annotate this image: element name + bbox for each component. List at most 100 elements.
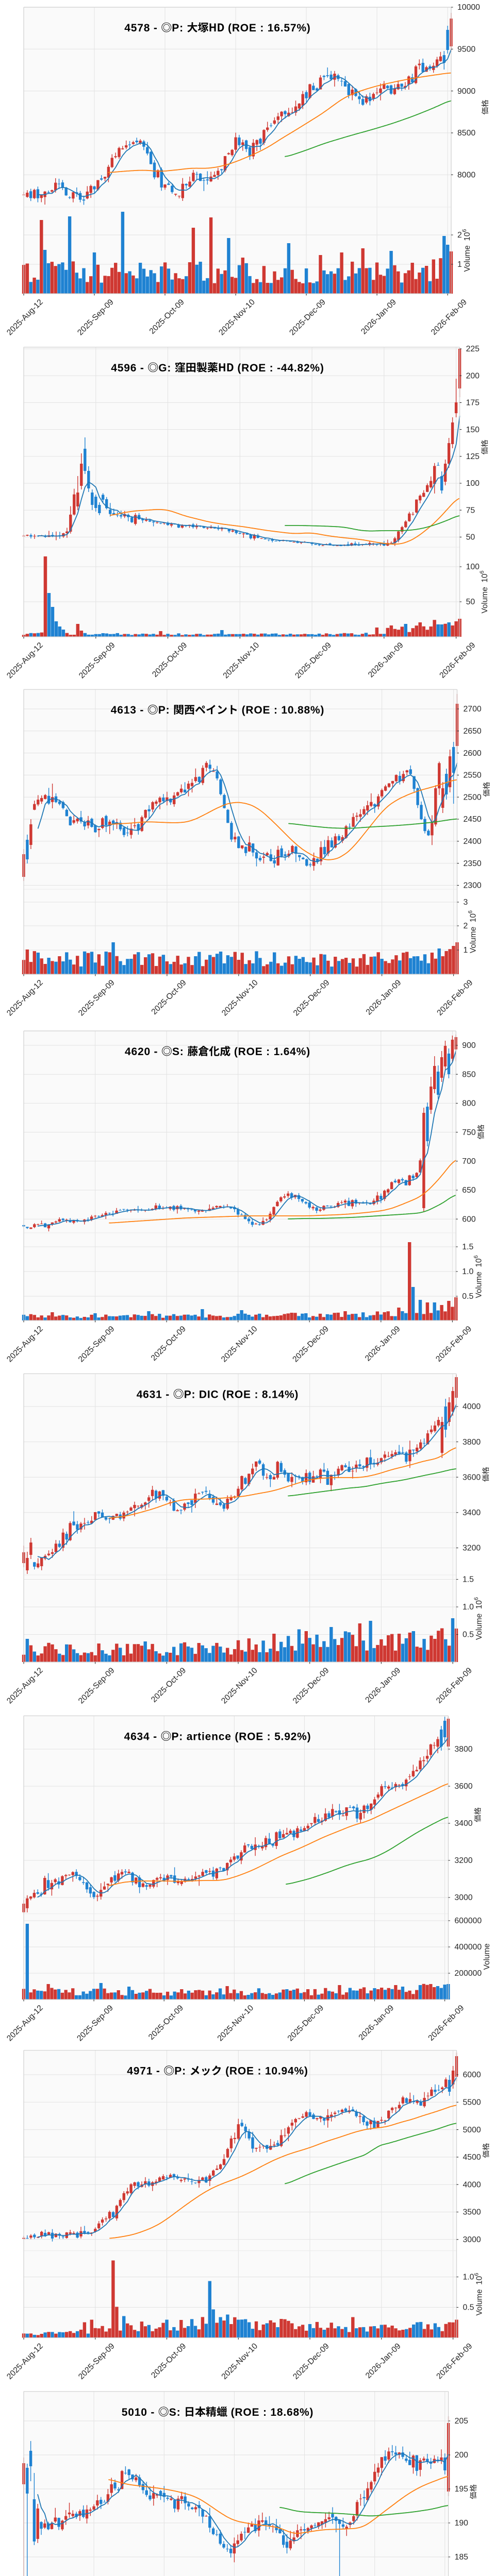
svg-text:3500: 3500 (463, 2208, 481, 2217)
svg-text:0.5: 0.5 (463, 2303, 474, 2312)
svg-text:1: 1 (457, 260, 462, 269)
svg-text:Volume 106: Volume 106 (479, 570, 489, 613)
svg-text:75: 75 (466, 506, 475, 515)
svg-text:G:: G: (158, 362, 175, 374)
svg-text:2026-Jan-09: 2026-Jan-09 (364, 1666, 402, 1705)
svg-text:2026-Feb-09: 2026-Feb-09 (435, 2342, 474, 2381)
svg-text:2026-Jan-09: 2026-Jan-09 (364, 2342, 403, 2380)
svg-text:2025-Nov-10: 2025-Nov-10 (222, 641, 261, 681)
svg-text:800: 800 (462, 1099, 476, 1108)
svg-text:650: 650 (462, 1186, 476, 1195)
svg-text:185: 185 (455, 2553, 469, 2562)
svg-text:2025-Sep-09: 2025-Sep-09 (75, 2004, 115, 2043)
svg-text:8500: 8500 (457, 129, 475, 138)
svg-text:2600: 2600 (464, 749, 482, 758)
svg-text:2: 2 (464, 922, 468, 930)
svg-text:2025-Dec-09: 2025-Dec-09 (291, 2342, 331, 2381)
svg-text:Volume 106: Volume 106 (474, 2273, 484, 2316)
svg-text:4578 -: 4578 - (124, 22, 161, 34)
svg-text:2025-Nov-10: 2025-Nov-10 (217, 298, 257, 337)
svg-text:2025-Nov-10: 2025-Nov-10 (220, 978, 260, 1018)
svg-text:P: artience (ROE : 5.92%): P: artience (ROE : 5.92%) (172, 1731, 311, 1742)
svg-text:3200: 3200 (463, 1544, 481, 1553)
svg-text:S:: S: (169, 2406, 184, 2418)
svg-text:600: 600 (462, 1215, 476, 1224)
svg-text:2025-Sep-09: 2025-Sep-09 (77, 978, 117, 1018)
svg-text:1.0: 1.0 (462, 1267, 473, 1276)
svg-text:2025-Dec-09: 2025-Dec-09 (291, 1666, 331, 1706)
svg-text:2025-Oct-09: 2025-Oct-09 (147, 2004, 185, 2042)
svg-text:2026-Feb-09: 2026-Feb-09 (430, 298, 469, 337)
svg-text:125: 125 (466, 452, 480, 461)
svg-text:2025-Aug-12: 2025-Aug-12 (5, 978, 45, 1018)
svg-text:100: 100 (466, 479, 480, 488)
svg-text:195: 195 (455, 2485, 469, 2494)
svg-text:2025-Sep-09: 2025-Sep-09 (77, 1325, 117, 1364)
svg-text:2025-Aug-12: 2025-Aug-12 (5, 2342, 45, 2381)
svg-text:3800: 3800 (463, 1438, 481, 1447)
svg-text:3800: 3800 (454, 1745, 472, 1754)
svg-text:9500: 9500 (457, 45, 475, 54)
svg-text:225: 225 (466, 345, 480, 353)
svg-text:(ROE : 16.57%): (ROE : 16.57%) (224, 22, 310, 34)
svg-text:Volume 106: Volume 106 (461, 229, 472, 272)
svg-text:9000: 9000 (457, 87, 475, 96)
svg-text:200: 200 (466, 371, 480, 380)
svg-text:2025-Sep-09: 2025-Sep-09 (77, 1666, 117, 1706)
svg-text:5500: 5500 (463, 2098, 481, 2107)
svg-text:1.0: 1.0 (463, 2273, 474, 2282)
svg-text:5010 -: 5010 - (122, 2406, 158, 2418)
svg-text:(ROE : 18.68%): (ROE : 18.68%) (227, 2406, 314, 2418)
svg-text:600000: 600000 (454, 1917, 482, 1925)
svg-text:2025-Nov-10: 2025-Nov-10 (220, 1325, 259, 1364)
svg-text:200: 200 (455, 2451, 469, 2460)
svg-text:2026-Feb-09: 2026-Feb-09 (438, 641, 477, 680)
svg-text:Volume 106: Volume 106 (467, 910, 477, 953)
svg-text:4971 -: 4971 - (127, 2065, 163, 2077)
svg-text:2025-Oct-09: 2025-Oct-09 (151, 641, 189, 679)
svg-text:4000: 4000 (463, 2180, 481, 2189)
svg-text:2026-Jan-09: 2026-Jan-09 (359, 298, 398, 336)
svg-text:0.5: 0.5 (462, 1292, 473, 1301)
svg-text:4613 -: 4613 - (111, 704, 147, 716)
svg-text:400000: 400000 (454, 1943, 482, 1952)
svg-text:1: 1 (464, 946, 468, 955)
svg-text:2026-Feb-09: 2026-Feb-09 (434, 1325, 473, 1364)
svg-text:2025-Dec-09: 2025-Dec-09 (293, 641, 333, 681)
svg-text:3400: 3400 (463, 1509, 481, 1517)
svg-text:2025-Nov-10: 2025-Nov-10 (216, 2004, 256, 2043)
svg-text:2025-Aug-12: 2025-Aug-12 (5, 1666, 45, 1706)
svg-text:2026-Feb-09: 2026-Feb-09 (426, 2004, 466, 2043)
svg-text:2026-Jan-09: 2026-Jan-09 (364, 1325, 402, 1363)
svg-text:3400: 3400 (454, 1819, 472, 1828)
svg-text:3200: 3200 (454, 1856, 472, 1865)
svg-text:(ROE : 10.88%): (ROE : 10.88%) (238, 704, 324, 716)
svg-text:2025-Oct-09: 2025-Oct-09 (150, 978, 188, 1016)
svg-text:4634 -: 4634 - (124, 1731, 161, 1742)
svg-text:P:: P: (172, 22, 187, 34)
svg-text:Volume: Volume (483, 1943, 491, 1970)
svg-text:Volume 106: Volume 106 (473, 1597, 484, 1640)
svg-text:S:: S: (172, 1046, 187, 1058)
svg-text:4596 -: 4596 - (111, 362, 147, 374)
svg-text:4500: 4500 (463, 2153, 481, 2162)
svg-text:2025-Sep-09: 2025-Sep-09 (77, 2342, 117, 2381)
svg-text:(ROE : 10.94%): (ROE : 10.94%) (222, 2065, 308, 2077)
svg-text:900: 900 (462, 1041, 476, 1050)
svg-text:2650: 2650 (464, 727, 482, 736)
svg-text:8000: 8000 (457, 171, 475, 179)
svg-text:1.5: 1.5 (462, 1243, 473, 1251)
svg-text:1.0: 1.0 (463, 1603, 474, 1612)
svg-text:2026-Feb-09: 2026-Feb-09 (435, 978, 474, 1018)
svg-text:2025-Oct-09: 2025-Oct-09 (150, 1666, 188, 1704)
svg-text:2: 2 (457, 231, 462, 240)
svg-text:50: 50 (466, 598, 475, 606)
svg-text:Volume 106: Volume 106 (473, 1255, 483, 1298)
svg-text:3: 3 (464, 898, 468, 907)
svg-text:50: 50 (466, 533, 475, 542)
svg-text:(ROE : -44.82%): (ROE : -44.82%) (234, 362, 324, 374)
svg-text:2025-Aug-12: 2025-Aug-12 (5, 298, 45, 337)
svg-text:2025-Nov-10: 2025-Nov-10 (220, 2342, 260, 2381)
svg-text:190: 190 (455, 2519, 469, 2528)
svg-text:0.5: 0.5 (463, 1631, 474, 1639)
